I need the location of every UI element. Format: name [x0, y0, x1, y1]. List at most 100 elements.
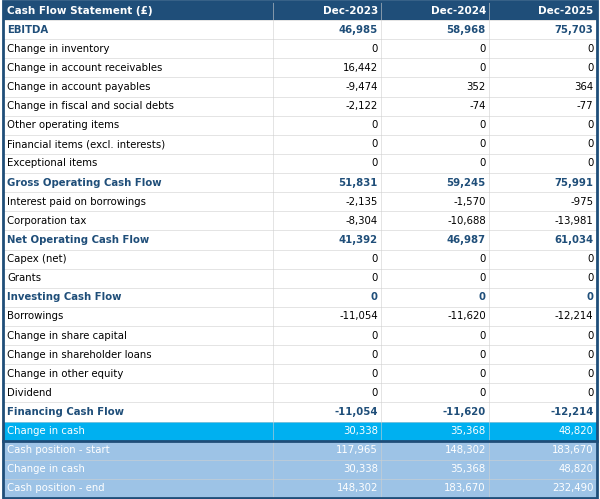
- Text: Financial items (excl. interests): Financial items (excl. interests): [7, 139, 166, 149]
- Text: 0: 0: [587, 330, 593, 340]
- Text: 41,392: 41,392: [338, 235, 378, 245]
- Text: 0: 0: [587, 254, 593, 264]
- Text: 0: 0: [587, 63, 593, 73]
- Text: 30,338: 30,338: [343, 426, 378, 436]
- Text: 0: 0: [371, 120, 378, 130]
- Text: 0: 0: [587, 369, 593, 379]
- Text: Change in cash: Change in cash: [7, 465, 85, 475]
- Text: 0: 0: [371, 273, 378, 283]
- Text: Dec-2024: Dec-2024: [431, 5, 486, 15]
- Text: -10,688: -10,688: [447, 216, 486, 226]
- Text: Capex (net): Capex (net): [7, 254, 67, 264]
- Text: 46,985: 46,985: [338, 24, 378, 34]
- Text: 0: 0: [371, 388, 378, 398]
- Text: 0: 0: [587, 44, 593, 54]
- Text: 0: 0: [479, 120, 486, 130]
- Text: 0: 0: [479, 350, 486, 360]
- Text: -1,570: -1,570: [454, 197, 486, 207]
- Text: Exceptional items: Exceptional items: [7, 159, 98, 169]
- Text: 0: 0: [479, 63, 486, 73]
- Text: -13,981: -13,981: [554, 216, 593, 226]
- Text: Cash Flow Statement (£): Cash Flow Statement (£): [7, 5, 153, 15]
- Text: -11,054: -11,054: [334, 407, 378, 417]
- Text: -8,304: -8,304: [346, 216, 378, 226]
- Text: Corporation tax: Corporation tax: [7, 216, 86, 226]
- Text: -11,620: -11,620: [447, 311, 486, 321]
- Text: 30,338: 30,338: [343, 465, 378, 475]
- Text: -11,620: -11,620: [443, 407, 486, 417]
- Text: Cash position - end: Cash position - end: [7, 484, 105, 494]
- Text: 0: 0: [371, 44, 378, 54]
- Text: -74: -74: [469, 101, 486, 111]
- Text: Change in cash: Change in cash: [7, 426, 85, 436]
- Text: 0: 0: [479, 254, 486, 264]
- Text: 0: 0: [586, 292, 593, 302]
- Text: 0: 0: [479, 159, 486, 169]
- Text: Change in account payables: Change in account payables: [7, 82, 151, 92]
- Text: 61,034: 61,034: [554, 235, 593, 245]
- Text: Investing Cash Flow: Investing Cash Flow: [7, 292, 122, 302]
- Text: 0: 0: [479, 330, 486, 340]
- Text: 51,831: 51,831: [338, 178, 378, 188]
- Text: 0: 0: [479, 273, 486, 283]
- Text: 35,368: 35,368: [451, 426, 486, 436]
- Text: -12,214: -12,214: [555, 311, 593, 321]
- Text: Gross Operating Cash Flow: Gross Operating Cash Flow: [7, 178, 162, 188]
- Text: Cash position - start: Cash position - start: [7, 445, 110, 455]
- Text: 75,991: 75,991: [554, 178, 593, 188]
- Text: 0: 0: [479, 292, 486, 302]
- Text: 0: 0: [371, 330, 378, 340]
- Text: 183,670: 183,670: [444, 484, 486, 494]
- Text: Change in share capital: Change in share capital: [7, 330, 127, 340]
- Text: Other operating items: Other operating items: [7, 120, 119, 130]
- Text: 0: 0: [479, 139, 486, 149]
- Text: 148,302: 148,302: [337, 484, 378, 494]
- Text: -11,054: -11,054: [339, 311, 378, 321]
- Text: 59,245: 59,245: [446, 178, 486, 188]
- Text: EBITDA: EBITDA: [7, 24, 49, 34]
- Text: Net Operating Cash Flow: Net Operating Cash Flow: [7, 235, 149, 245]
- Text: Change in inventory: Change in inventory: [7, 44, 110, 54]
- Text: Financing Cash Flow: Financing Cash Flow: [7, 407, 124, 417]
- Text: 35,368: 35,368: [451, 465, 486, 475]
- Text: 48,820: 48,820: [559, 465, 593, 475]
- Text: 0: 0: [479, 369, 486, 379]
- Text: 232,490: 232,490: [552, 484, 593, 494]
- Text: 0: 0: [587, 139, 593, 149]
- Text: -12,214: -12,214: [550, 407, 593, 417]
- Text: Change in shareholder loans: Change in shareholder loans: [7, 350, 152, 360]
- Text: 0: 0: [587, 159, 593, 169]
- Text: 16,442: 16,442: [343, 63, 378, 73]
- Text: 0: 0: [371, 139, 378, 149]
- Text: Change in account receivables: Change in account receivables: [7, 63, 163, 73]
- Text: 0: 0: [587, 273, 593, 283]
- Text: 0: 0: [587, 350, 593, 360]
- Text: 0: 0: [371, 350, 378, 360]
- Text: 58,968: 58,968: [446, 24, 486, 34]
- Text: -77: -77: [577, 101, 593, 111]
- Text: 0: 0: [371, 369, 378, 379]
- Text: 117,965: 117,965: [336, 445, 378, 455]
- Text: 0: 0: [371, 159, 378, 169]
- Text: 48,820: 48,820: [559, 426, 593, 436]
- Text: Change in fiscal and social debts: Change in fiscal and social debts: [7, 101, 174, 111]
- Text: 148,302: 148,302: [445, 445, 486, 455]
- Text: -975: -975: [570, 197, 593, 207]
- Text: 0: 0: [371, 292, 378, 302]
- Text: -2,135: -2,135: [346, 197, 378, 207]
- Text: -9,474: -9,474: [345, 82, 378, 92]
- Text: Dividend: Dividend: [7, 388, 52, 398]
- Text: 0: 0: [479, 44, 486, 54]
- Text: -2,122: -2,122: [346, 101, 378, 111]
- Text: 0: 0: [587, 120, 593, 130]
- Text: Borrowings: Borrowings: [7, 311, 64, 321]
- Text: 46,987: 46,987: [447, 235, 486, 245]
- Text: 75,703: 75,703: [554, 24, 593, 34]
- Text: Dec-2023: Dec-2023: [323, 5, 378, 15]
- Text: Change in other equity: Change in other equity: [7, 369, 124, 379]
- Text: 0: 0: [479, 388, 486, 398]
- Text: 0: 0: [587, 388, 593, 398]
- Text: Interest paid on borrowings: Interest paid on borrowings: [7, 197, 146, 207]
- Text: Dec-2025: Dec-2025: [538, 5, 593, 15]
- Text: 0: 0: [371, 254, 378, 264]
